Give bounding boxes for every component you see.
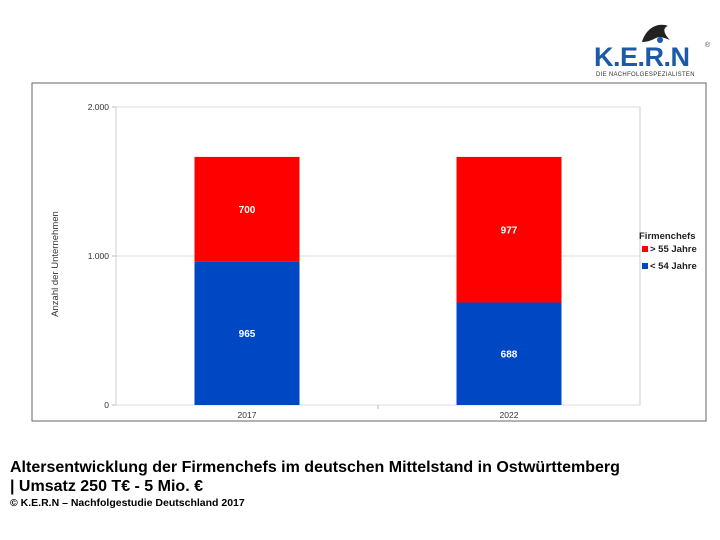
y-tick-label: 0 [104,400,109,410]
bar-segment [194,261,300,405]
legend-item: < 54 Jahre [650,261,697,272]
logo-tagline: DIE NACHFOLGESPEZIALISTEN [596,72,695,78]
dolphin-icon [642,24,670,43]
bar-segment [456,156,562,303]
logo-wordmark: K.E.R.N [594,42,690,72]
y-tick-label: 1.000 [88,251,110,261]
stacked-bar-chart: 965 700 688 977 0 1.000 2.000 2017 2022 Anzahl … [31,82,707,422]
x-tick-label: 2017 [238,410,257,420]
data-label: 700 [239,205,256,216]
legend-swatch [642,263,648,269]
legend-swatch [642,246,648,252]
bar-segment [194,156,300,262]
x-tick-label: 2022 [500,410,519,420]
data-label: 965 [239,329,256,340]
y-axis-label: Anzahl der Unternehmen [50,211,61,317]
caption-subtitle: | Umsatz 250 T€ - 5 Mio. € [10,478,203,495]
chart-caption: Altersentwicklung der Firmenchefs im deu… [10,458,620,509]
bar-segment [456,302,562,405]
data-label: 688 [501,350,518,361]
registered-mark: ® [704,42,710,49]
caption-title: Altersentwicklung der Firmenchefs im deu… [10,459,620,476]
chart-frame [31,82,707,422]
legend-title: Firmenchefs [639,231,696,242]
legend: Firmenchefs > 55 Jahre < 54 Jahre [639,231,697,272]
data-label: 977 [501,226,518,237]
legend-item: > 55 Jahre [650,244,697,255]
kern-logo: K.E.R.N ® DIE NACHFOLGESPEZIALISTEN [588,20,712,82]
y-tick-label: 2.000 [88,102,110,112]
caption-source: © K.E.R.N – Nachfolgestudie Deutschland … [10,497,245,509]
